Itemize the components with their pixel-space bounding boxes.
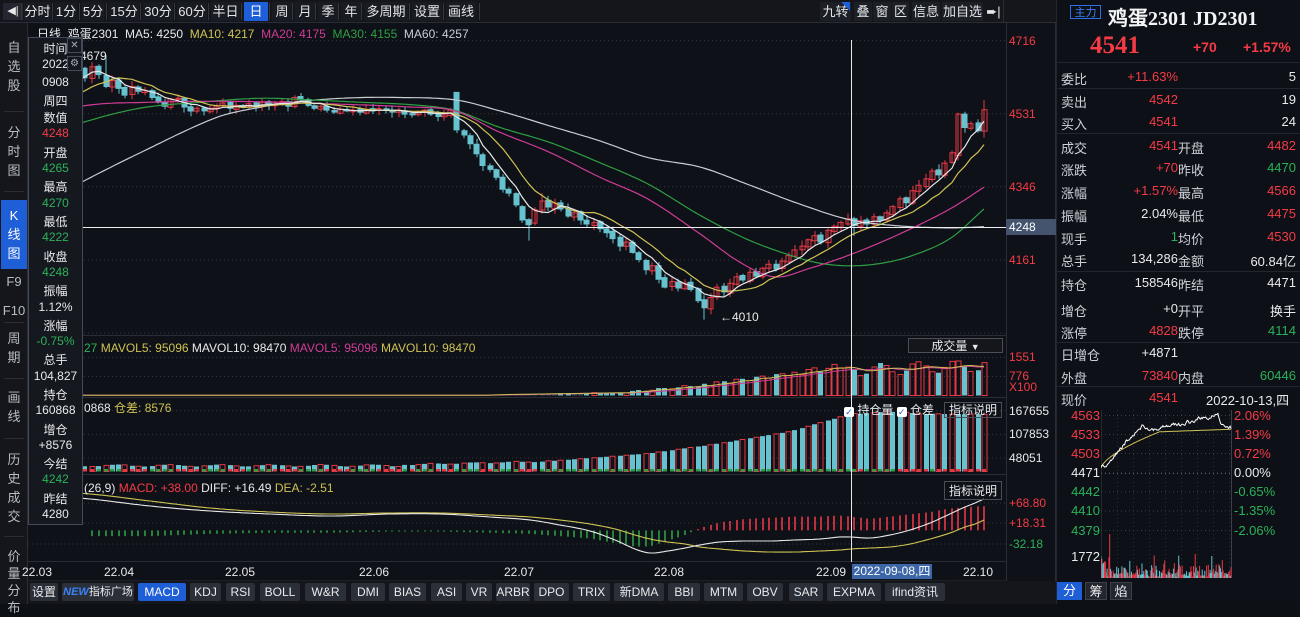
svg-text:←4010: ←4010 bbox=[720, 310, 759, 324]
svg-text:4679: 4679 bbox=[80, 49, 107, 63]
